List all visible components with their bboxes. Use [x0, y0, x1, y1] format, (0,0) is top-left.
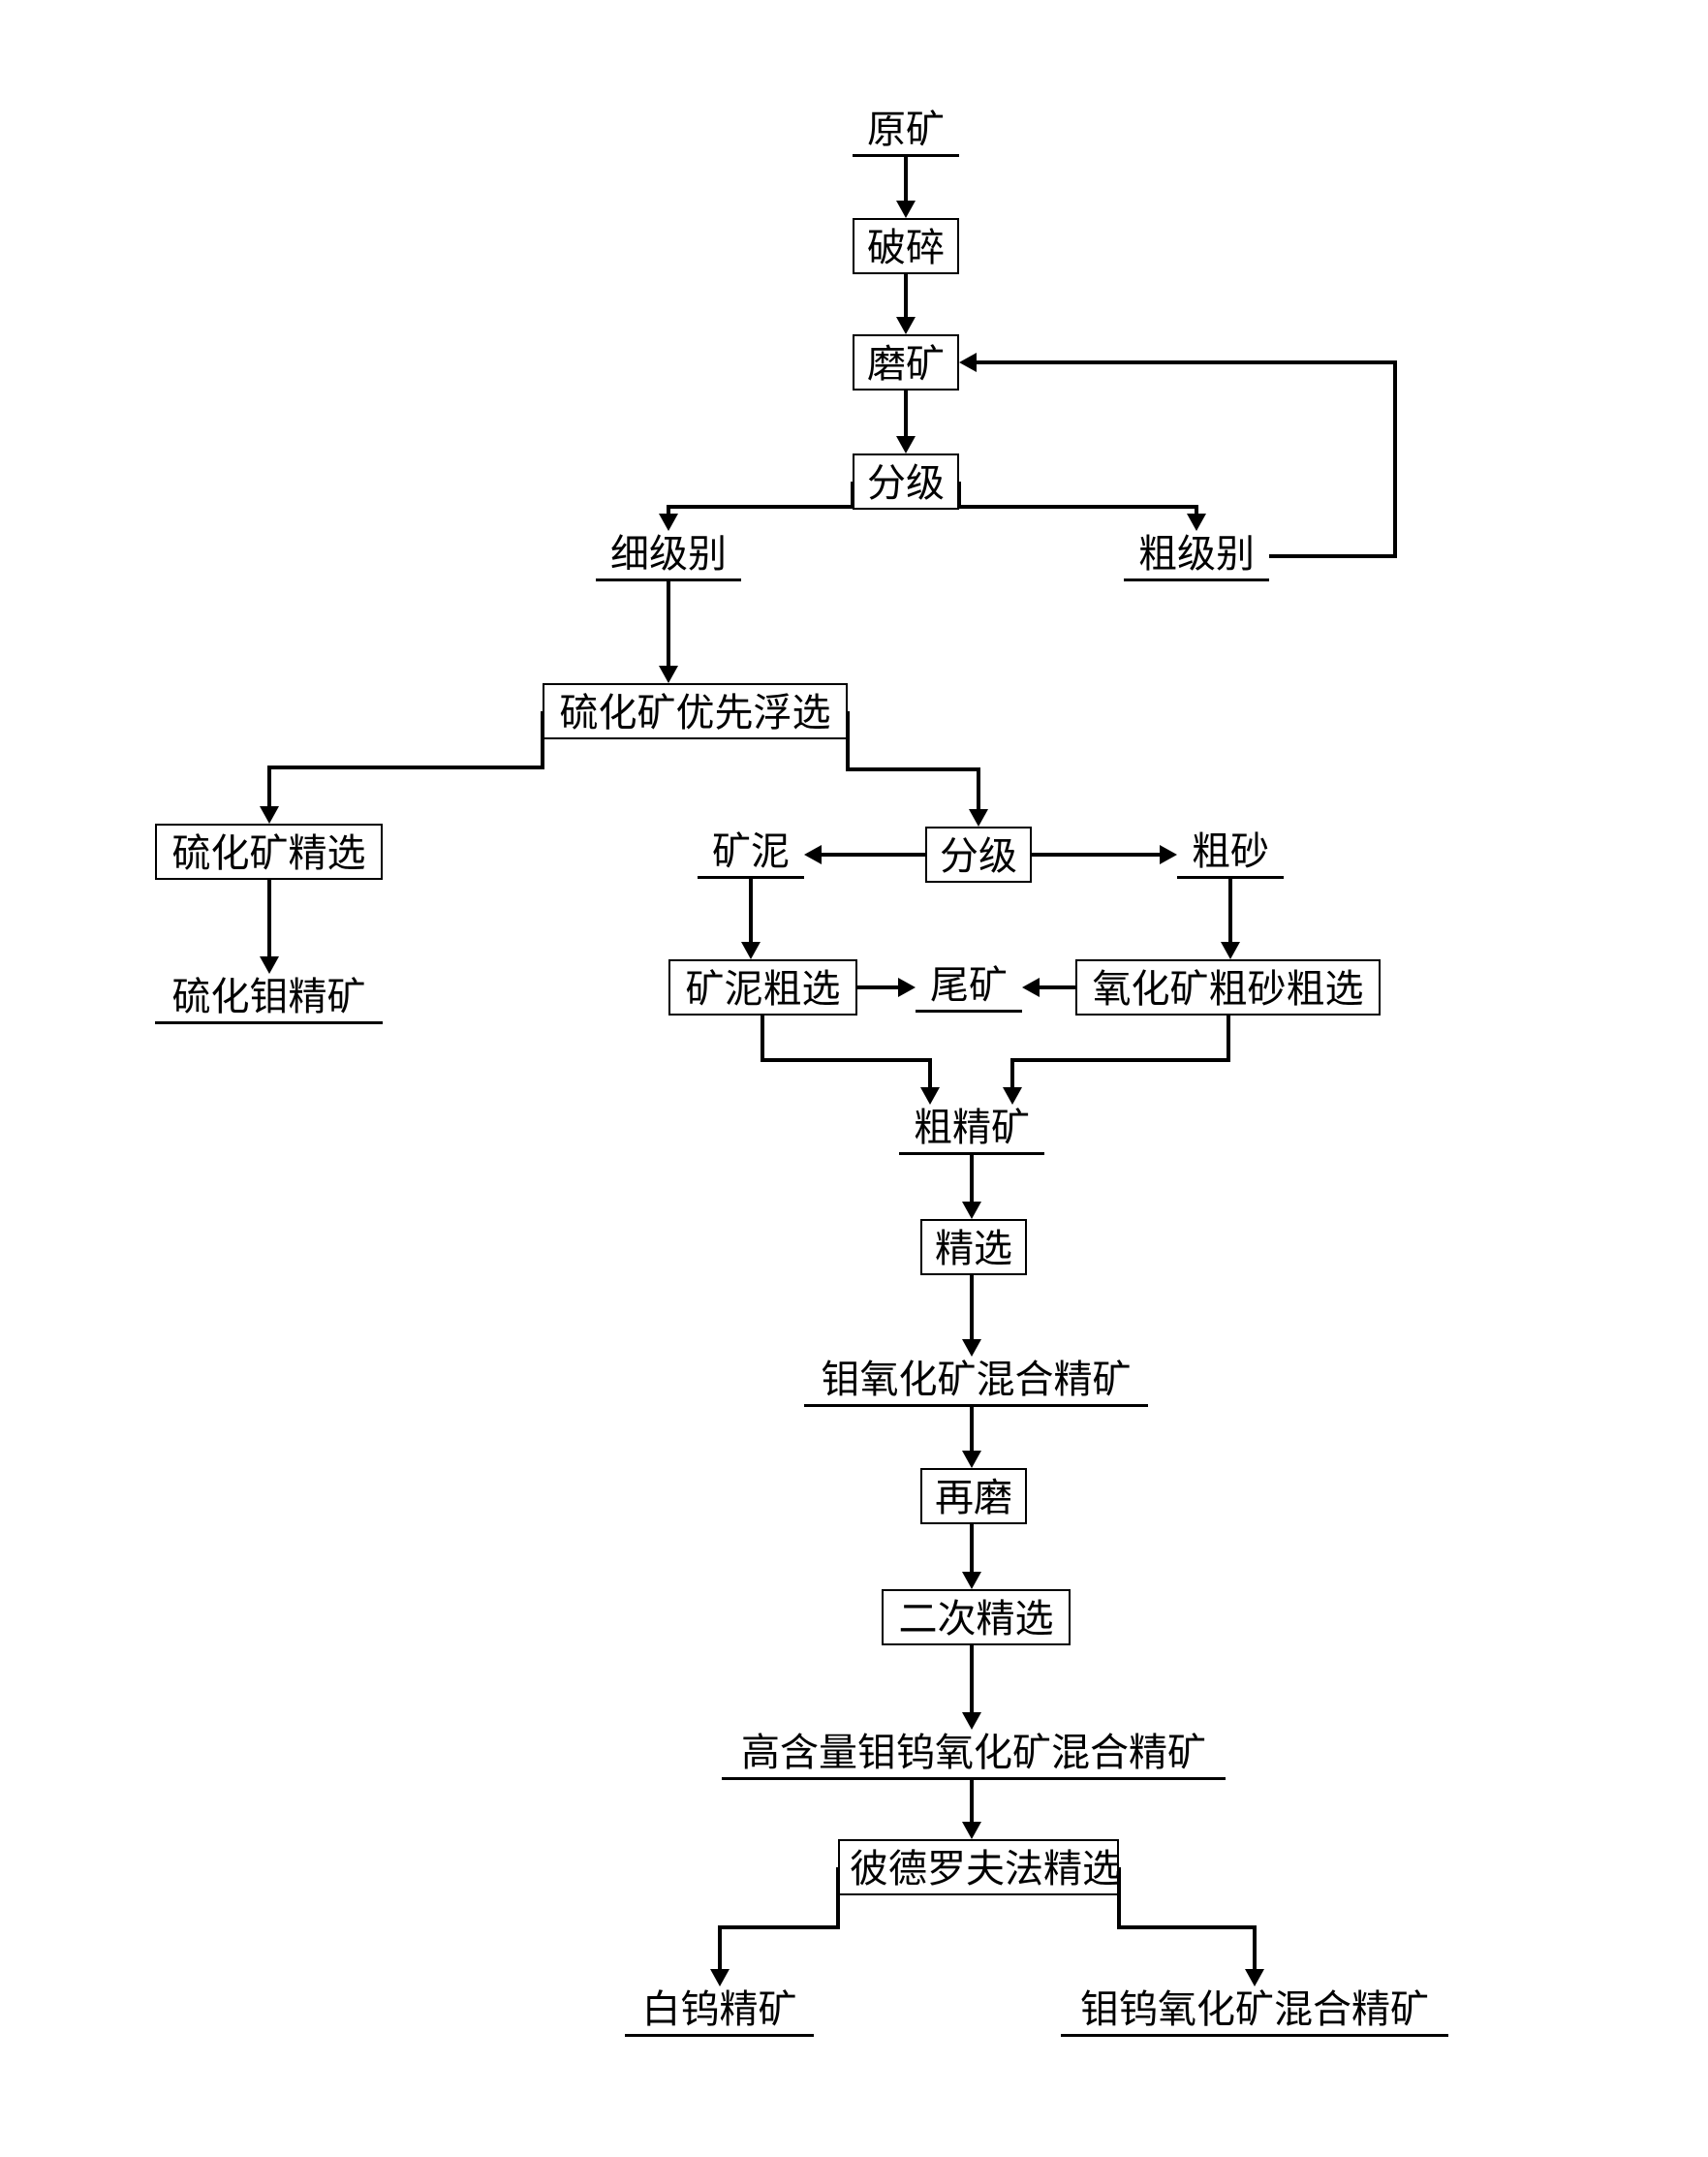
- edge-segment: [970, 1275, 974, 1341]
- edge-segment: [928, 1058, 932, 1089]
- edge-segment: [749, 879, 753, 944]
- arrow-head: [1187, 514, 1206, 531]
- node-clean1: 精选: [920, 1219, 1027, 1275]
- arrow-head: [659, 666, 678, 683]
- arrow-head: [896, 436, 916, 453]
- node-petrov: 彼德罗夫法精选: [838, 1839, 1119, 1895]
- edge-segment: [970, 1780, 974, 1824]
- node-coarse_sand: 粗砂: [1177, 828, 1284, 879]
- edge-segment: [846, 767, 980, 771]
- edge-segment: [1228, 879, 1232, 944]
- arrow-head: [1003, 1087, 1022, 1105]
- node-scheelite: 白钨精矿: [625, 1986, 814, 2037]
- arrow-head: [1022, 978, 1040, 997]
- node-mo_w_oxide: 钼钨氧化矿混合精矿: [1061, 1986, 1448, 2037]
- arrow-head: [962, 1822, 981, 1839]
- arrow-head: [260, 956, 279, 974]
- edge-segment: [904, 391, 908, 438]
- edge-segment: [1038, 985, 1075, 989]
- node-raw_ore: 原矿: [853, 107, 959, 157]
- node-classify2: 分级: [925, 827, 1032, 883]
- edge-segment: [970, 1645, 974, 1714]
- edge-segment: [1393, 360, 1397, 558]
- edge-segment: [820, 853, 925, 857]
- node-oxide_rough: 氧化矿粗砂粗选: [1075, 959, 1381, 1016]
- node-sulfide_conc: 硫化钼精矿: [155, 974, 383, 1024]
- arrow-head: [741, 942, 761, 959]
- edge-segment: [1032, 853, 1162, 857]
- edge-segment: [846, 711, 850, 771]
- edge-segment: [1010, 1058, 1014, 1089]
- arrow-head: [804, 845, 822, 864]
- node-grind: 磨矿: [853, 334, 959, 391]
- edge-segment: [267, 766, 544, 769]
- node-slime: 矿泥: [698, 828, 804, 879]
- edge-segment: [761, 1058, 932, 1062]
- edge-segment: [1117, 1925, 1257, 1929]
- node-crush: 破碎: [853, 218, 959, 274]
- edge-segment: [267, 880, 271, 958]
- node-high_mo_w: 高含量钼钨氧化矿混合精矿: [722, 1730, 1226, 1780]
- arrow-head: [969, 809, 988, 827]
- arrow-head: [962, 1451, 981, 1468]
- arrow-head: [920, 1087, 940, 1105]
- edge-segment: [977, 767, 980, 812]
- node-rough_conc: 粗精矿: [899, 1105, 1044, 1155]
- edge-segment: [970, 1155, 974, 1204]
- arrow-head: [898, 978, 916, 997]
- edge-segment: [1253, 1925, 1257, 1972]
- arrow-head: [659, 514, 678, 531]
- edge-segment: [857, 985, 900, 989]
- edge-segment: [957, 505, 1198, 509]
- edge-segment: [975, 360, 1397, 364]
- arrow-head: [962, 1339, 981, 1357]
- arrow-head: [1245, 1969, 1264, 1986]
- arrow-head: [896, 317, 916, 334]
- node-slime_rough: 矿泥粗选: [668, 959, 857, 1016]
- node-clean2: 二次精选: [882, 1589, 1071, 1645]
- node-sulfide_float: 硫化矿优先浮选: [543, 683, 848, 739]
- arrow-head: [1221, 942, 1240, 959]
- edge-segment: [541, 711, 544, 769]
- edge-segment: [667, 505, 854, 509]
- edge-segment: [904, 157, 908, 203]
- edge-segment: [1010, 1058, 1230, 1062]
- edge-segment: [667, 581, 670, 668]
- node-coarse: 粗级别: [1124, 531, 1269, 581]
- edge-segment: [718, 1925, 722, 1972]
- edge-segment: [970, 1407, 974, 1453]
- node-fine: 细级别: [596, 531, 741, 581]
- edge-segment: [1117, 1867, 1121, 1929]
- arrow-head: [962, 1202, 981, 1219]
- node-classify1: 分级: [853, 453, 959, 510]
- node-sulfide_clean: 硫化矿精选: [155, 824, 383, 880]
- edge-segment: [761, 1016, 764, 1062]
- edge-segment: [1227, 1016, 1230, 1062]
- arrow-head: [710, 1969, 730, 1986]
- edge-segment: [904, 274, 908, 319]
- edge-segment: [970, 1524, 974, 1574]
- arrow-head: [896, 201, 916, 218]
- edge-segment: [718, 1925, 840, 1929]
- arrow-head: [962, 1572, 981, 1589]
- edge-segment: [267, 766, 271, 808]
- arrow-head: [962, 1712, 981, 1730]
- node-tailings: 尾矿: [916, 962, 1022, 1013]
- arrow-head: [959, 353, 977, 372]
- node-regrind: 再磨: [920, 1468, 1027, 1524]
- edge-segment: [1269, 554, 1397, 558]
- arrow-head: [1160, 845, 1177, 864]
- arrow-head: [260, 806, 279, 824]
- edge-segment: [836, 1867, 840, 1929]
- node-mo_oxide_mix: 钼氧化矿混合精矿: [804, 1357, 1148, 1407]
